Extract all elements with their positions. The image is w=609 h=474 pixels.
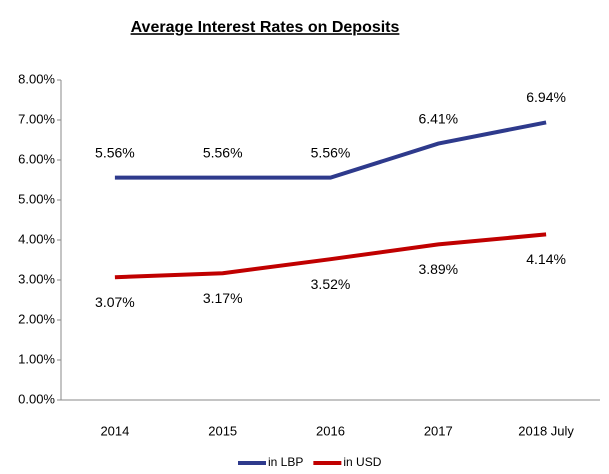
y-tick-label: 7.00% [18, 111, 55, 126]
x-tick-label: 2015 [208, 423, 237, 438]
legend-label: in LBP [268, 455, 303, 469]
x-tick-label: 2016 [316, 423, 345, 438]
data-label: 3.07% [95, 294, 135, 310]
chart-title: Average Interest Rates on Deposits [131, 19, 400, 36]
y-tick-label: 6.00% [18, 151, 55, 166]
y-tick-label: 8.00% [18, 71, 55, 86]
data-label: 3.89% [418, 261, 458, 277]
data-label: 5.56% [311, 144, 351, 160]
x-tick-label: 2014 [100, 423, 129, 438]
data-label: 5.56% [203, 144, 243, 160]
x-tick-label: 2018 July [518, 423, 574, 438]
data-label: 5.56% [95, 144, 135, 160]
y-tick-label: 3.00% [18, 271, 55, 286]
data-label: 6.94% [526, 89, 566, 105]
x-tick-label: 2017 [424, 423, 453, 438]
data-label: 3.52% [311, 276, 351, 292]
legend-label: in USD [343, 455, 381, 469]
data-label: 3.17% [203, 290, 243, 306]
y-tick-label: 4.00% [18, 231, 55, 246]
series-line [114, 120, 547, 180]
data-label: 4.14% [526, 251, 566, 267]
data-label: 6.41% [418, 110, 458, 126]
y-tick-label: 1.00% [18, 351, 55, 366]
series-line [114, 232, 547, 280]
y-tick-label: 2.00% [18, 311, 55, 326]
y-tick-label: 0.00% [18, 391, 55, 406]
y-tick-label: 5.00% [18, 191, 55, 206]
